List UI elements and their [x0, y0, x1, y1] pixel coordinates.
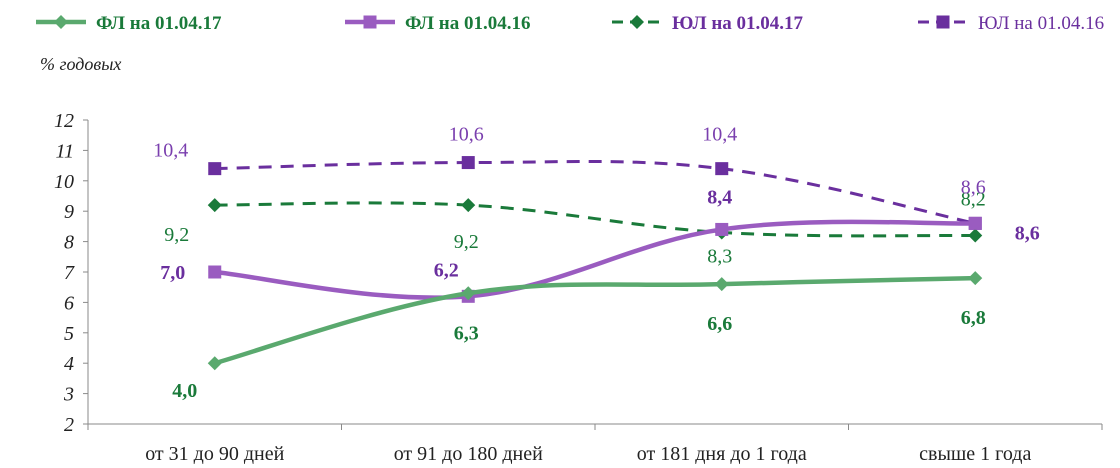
legend-item-3: ЮЛ на 01.04.16 — [918, 13, 1104, 34]
series-line — [214, 159, 976, 225]
data-point — [715, 162, 729, 176]
y-tick-label: 2 — [64, 414, 74, 436]
series-group — [207, 156, 983, 371]
series-1 — [208, 216, 982, 303]
y-tick-label: 11 — [55, 140, 74, 162]
legend-marker — [630, 15, 644, 29]
x-tick-label: свыше 1 года — [919, 443, 1031, 465]
data-label: 9,2 — [454, 231, 479, 253]
y-tick-label: 5 — [64, 323, 74, 345]
legend-label: ФЛ на 01.04.16 — [405, 13, 531, 34]
data-label: 10,4 — [702, 124, 737, 146]
legend-marker — [936, 15, 950, 29]
legend-item-1: ФЛ на 01.04.16 — [345, 13, 531, 34]
data-label: 8,6 — [1015, 222, 1040, 244]
legend-marker — [54, 15, 68, 29]
x-tick-label: от 181 дня до 1 года — [637, 443, 807, 465]
series-3 — [208, 156, 982, 230]
data-point — [714, 277, 729, 292]
data-point — [207, 356, 222, 371]
y-tick-label: 12 — [54, 110, 74, 132]
data-point — [968, 216, 982, 230]
legend: ФЛ на 01.04.17 ФЛ на 01.04.16 ЮЛ на 01.04.… — [36, 13, 1104, 34]
data-point — [208, 162, 222, 176]
data-labels: 4,0 6,3 6,6 6,8 7,0 6,2 8,4 8,6 9,2 9,2 8,3 8,2 10,4… — [153, 124, 1040, 403]
data-label: 6,6 — [707, 313, 732, 335]
data-point — [968, 271, 983, 286]
legend-label: ЮЛ на 01.04.16 — [978, 13, 1104, 34]
y-tick-label: 3 — [63, 384, 74, 406]
data-label: 6,3 — [454, 322, 479, 344]
data-label: 8,4 — [707, 186, 732, 208]
legend-item-0: ФЛ на 01.04.17 — [36, 13, 222, 34]
x-tick-label: от 31 до 90 дней — [145, 443, 284, 465]
legend-item-2: ЮЛ на 01.04.17 — [612, 13, 804, 34]
data-label: 8,2 — [961, 189, 986, 211]
data-label: 9,2 — [164, 224, 189, 246]
legend-label: ЮЛ на 01.04.17 — [672, 13, 804, 34]
legend-marker — [363, 15, 377, 29]
series-line — [214, 275, 976, 366]
data-label: 10,6 — [449, 124, 484, 146]
data-label: 4,0 — [172, 380, 197, 402]
y-tick-label: 4 — [64, 353, 74, 375]
y-tick-label: 6 — [64, 292, 74, 314]
legend-label: ФЛ на 01.04.17 — [96, 13, 222, 34]
series-0 — [207, 271, 983, 371]
data-point — [207, 198, 222, 213]
y-axis-label: % годовых — [40, 54, 121, 74]
data-label: 6,8 — [961, 307, 986, 329]
data-label: 8,3 — [707, 245, 732, 267]
data-label: 6,2 — [434, 259, 459, 281]
data-point — [461, 286, 476, 301]
x-tick-label: от 91 до 180 дней — [394, 443, 543, 465]
data-point — [461, 198, 476, 213]
y-tick-label: 10 — [54, 171, 74, 193]
y-tick-label: 8 — [64, 232, 74, 254]
data-point — [715, 222, 729, 236]
y-tick-label: 9 — [64, 201, 74, 223]
data-point — [208, 265, 222, 279]
data-label: 7,0 — [160, 262, 185, 284]
data-point — [461, 156, 475, 170]
axes: 2 3 4 5 6 7 8 9 10 11 12 от 31 до 90 дней от 91 до 1… — [54, 110, 1103, 465]
series-line — [214, 219, 976, 300]
data-label: 8,6 — [961, 176, 986, 198]
data-label: 10,4 — [153, 140, 188, 162]
data-point — [968, 228, 983, 243]
series-line — [214, 201, 976, 238]
y-tick-label: 7 — [64, 262, 75, 284]
